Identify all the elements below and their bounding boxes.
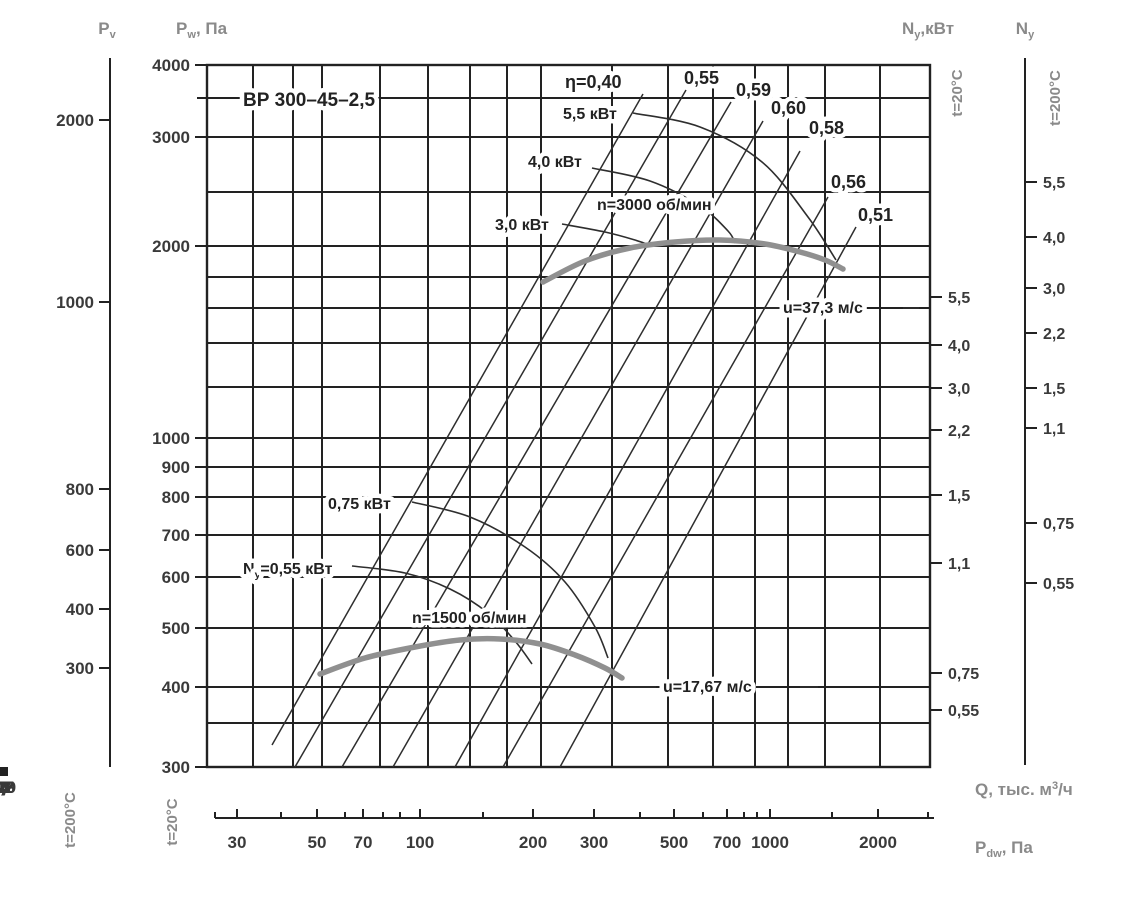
svg-text:0,60: 0,60: [771, 98, 806, 118]
svg-text:800: 800: [162, 488, 190, 507]
svg-text:1000: 1000: [56, 293, 94, 312]
svg-text:4: 4: [0, 778, 9, 797]
svg-text:4000: 4000: [152, 56, 190, 75]
svg-text:1,1: 1,1: [948, 556, 970, 573]
svg-text:0,8: 0,8: [0, 778, 15, 797]
svg-text:900: 900: [162, 458, 190, 477]
svg-text:700: 700: [713, 833, 741, 852]
axis-title-pdw: Pdw, Па: [975, 838, 1033, 860]
svg-text:1,5: 1,5: [948, 488, 970, 505]
power-curve: [632, 112, 837, 261]
temp-label-ny200: t=200°C: [1047, 70, 1064, 126]
svg-text:30: 30: [228, 833, 247, 852]
svg-text:7: 7: [2, 778, 11, 797]
plot-border: [205, 63, 932, 769]
svg-text:3000: 3000: [152, 128, 190, 147]
svg-text:200: 200: [519, 833, 547, 852]
svg-text:70: 70: [354, 833, 373, 852]
svg-text:100: 100: [406, 833, 434, 852]
svg-text:0,55: 0,55: [948, 703, 979, 720]
svg-text:500: 500: [162, 619, 190, 638]
svg-text:3,0: 3,0: [1043, 281, 1065, 298]
svg-text:2,2: 2,2: [948, 423, 970, 440]
temp-label-pv: t=200°C: [62, 792, 79, 848]
svg-text:0,7: 0,7: [0, 778, 14, 797]
tip-speed-label-17: u=17,67 м/с: [663, 679, 752, 696]
svg-text:1,5: 1,5: [1043, 381, 1065, 398]
svg-text:3,0: 3,0: [948, 381, 970, 398]
chart-title: ВР 300–45–2,5: [243, 90, 375, 111]
svg-text:η=0,40: η=0,40: [565, 72, 622, 92]
svg-text:2: 2: [0, 778, 7, 797]
power-curve: [351, 565, 533, 665]
svg-text:400: 400: [66, 600, 94, 619]
svg-text:1000: 1000: [751, 833, 789, 852]
svg-text:4,0: 4,0: [1043, 230, 1065, 247]
axis-title-q: Q, тыс. м3/ч: [975, 780, 1073, 799]
svg-text:300: 300: [162, 758, 190, 777]
svg-text:2000: 2000: [152, 237, 190, 256]
svg-text:0,9: 0,9: [0, 778, 16, 797]
svg-text:0,51: 0,51: [858, 205, 893, 225]
svg-text:0,75: 0,75: [948, 666, 979, 683]
speed-label-3000: n=3000 об/мин: [597, 197, 712, 214]
svg-text:0,75: 0,75: [1043, 516, 1074, 533]
svg-text:0,55: 0,55: [684, 68, 719, 88]
svg-text:800: 800: [66, 480, 94, 499]
svg-text:4,0: 4,0: [948, 338, 970, 355]
fan-curve: [317, 635, 625, 681]
svg-text:600: 600: [162, 568, 190, 587]
svg-text:50: 50: [308, 833, 327, 852]
svg-text:5,5 кВт: 5,5 кВт: [563, 106, 617, 123]
svg-text:2000: 2000: [56, 111, 94, 130]
speed-label-1500: n=1500 об/мин: [412, 610, 527, 627]
svg-text:1000: 1000: [152, 429, 190, 448]
svg-text:5,5: 5,5: [1043, 175, 1065, 192]
svg-text:0,55: 0,55: [1043, 576, 1074, 593]
temp-label-ny20: t=20°C: [949, 69, 966, 116]
svg-text:5: 5: [0, 778, 9, 797]
axis-title-pw: Pw, Па: [176, 19, 228, 41]
power-curve: [411, 501, 609, 659]
svg-text:500: 500: [660, 833, 688, 852]
fan-curve: [540, 237, 846, 285]
svg-text:4,0 кВт: 4,0 кВт: [528, 154, 582, 171]
svg-text:2,2: 2,2: [1043, 326, 1065, 343]
svg-text:1: 1: [0, 778, 6, 797]
svg-text:1,1: 1,1: [1043, 421, 1065, 438]
svg-text:6: 6: [1, 778, 10, 797]
svg-text:300: 300: [66, 659, 94, 678]
svg-text:300: 300: [580, 833, 608, 852]
svg-text:3,0 кВт: 3,0 кВт: [495, 217, 549, 234]
svg-text:700: 700: [162, 526, 190, 545]
svg-text:0,58: 0,58: [809, 118, 844, 138]
temp-label-pw: t=20°C: [164, 798, 181, 845]
svg-text:0,75 кВт: 0,75 кВт: [328, 496, 391, 513]
axis-title-ny-kwt: Ny,кВт: [902, 19, 954, 41]
tip-speed-label-37: u=37,3 м/с: [783, 300, 863, 317]
svg-text:600: 600: [66, 541, 94, 560]
axis-title-ny: Ny: [1016, 19, 1035, 41]
axis-title-pv: Pv: [98, 19, 116, 41]
power-curve: [591, 167, 736, 244]
svg-text:2000: 2000: [859, 833, 897, 852]
svg-text:5,5: 5,5: [948, 290, 970, 307]
svg-text:0,56: 0,56: [831, 172, 866, 192]
svg-text:400: 400: [162, 678, 190, 697]
svg-text:0,59: 0,59: [736, 80, 771, 100]
